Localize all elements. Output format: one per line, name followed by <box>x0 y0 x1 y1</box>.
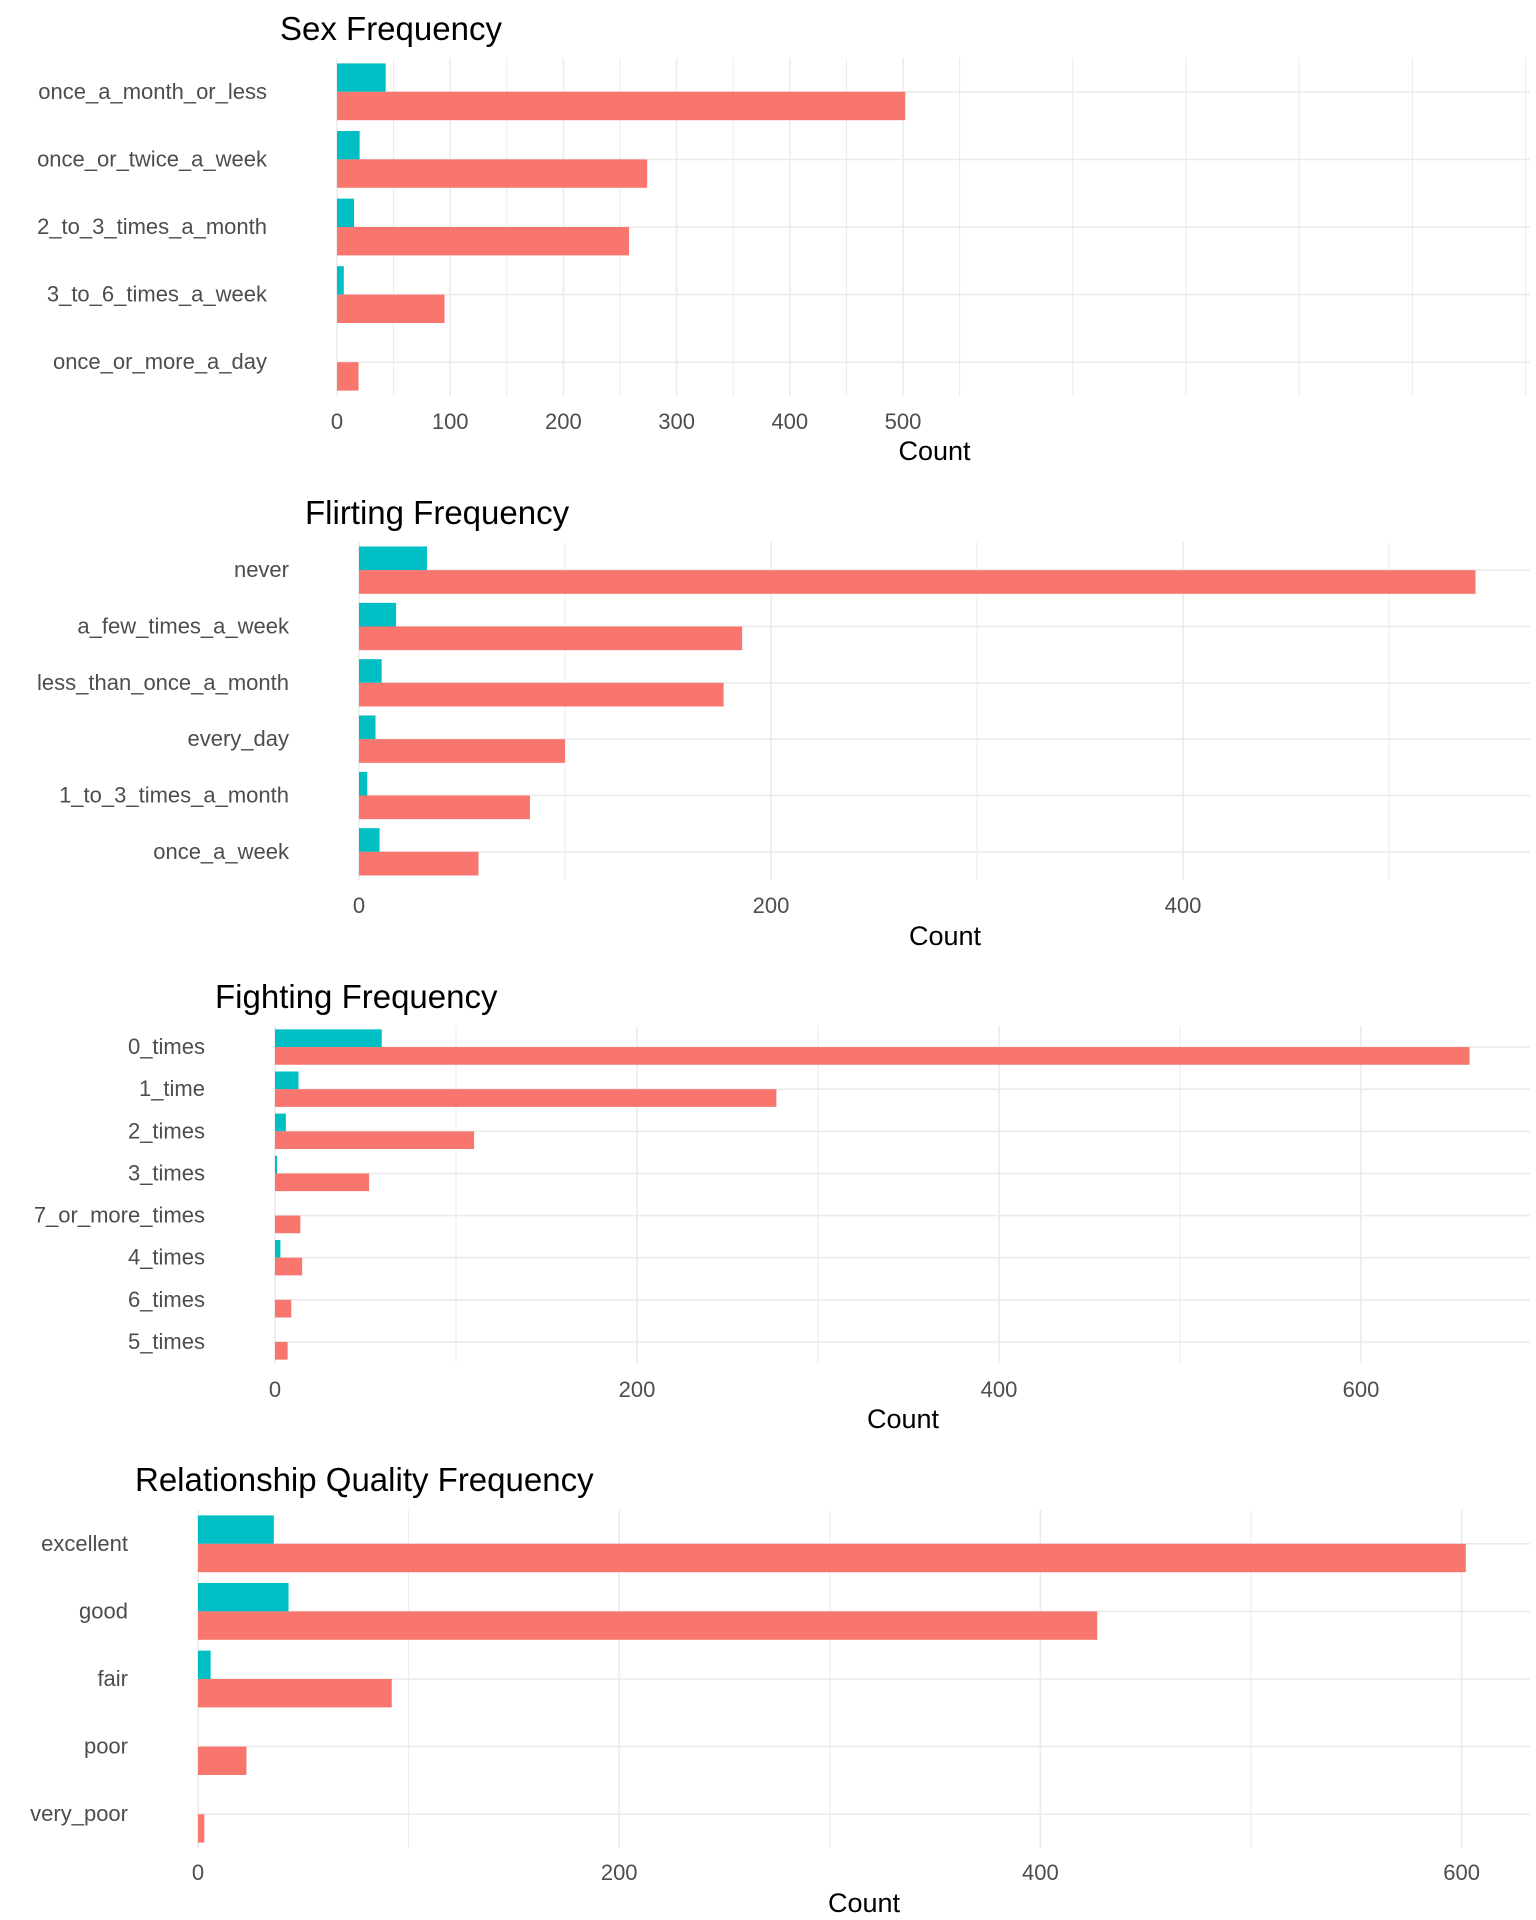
x-tick-label: 200 <box>619 1377 656 1402</box>
x-tick-label: 100 <box>432 409 469 434</box>
bar-series-b <box>337 266 344 295</box>
chart-panel-1: once_a_month_or_less once_or_twice_a_week… <box>37 10 1530 466</box>
x-tick-label: 600 <box>1443 1860 1480 1885</box>
chart-title: Sex Frequency <box>280 10 502 47</box>
x-tick-label: 400 <box>771 409 808 434</box>
chart-panel-2: never a_few_times_a_week less_than_once_a_… <box>37 494 1530 951</box>
bar-series-a <box>198 1611 1098 1640</box>
bar-series-b <box>198 1515 274 1544</box>
bar-series-a <box>275 1299 292 1318</box>
bar-series-a <box>275 1089 777 1107</box>
bar-series-b <box>337 198 354 227</box>
bar-series-b <box>359 828 380 852</box>
bar-series-b <box>198 1583 289 1612</box>
bar-series-b <box>275 1239 281 1258</box>
bar-series-a <box>359 795 530 820</box>
x-tick-label: 0 <box>192 1860 204 1885</box>
bar-series-a <box>275 1341 288 1360</box>
x-tick-label: 600 <box>1343 1377 1380 1402</box>
bar-series-b <box>337 131 360 160</box>
bar-series-a <box>337 227 630 256</box>
bar-series-b <box>359 659 382 683</box>
category-label: good <box>79 1598 128 1623</box>
bar-series-a <box>359 682 724 707</box>
chart-panel-3: 0_times 1_time 2_times 3_times 7_or_more_tim… <box>34 978 1530 1434</box>
category-label: 3_to_6_times_a_week <box>47 282 268 307</box>
bar-series-a <box>275 1215 301 1234</box>
bar-series-a <box>198 1814 205 1843</box>
bar-series-a <box>359 851 479 876</box>
category-label: poor <box>84 1734 128 1759</box>
category-label: 4_times <box>128 1245 205 1270</box>
category-label: less_than_once_a_month <box>37 670 289 695</box>
bar-series-a <box>198 1679 392 1708</box>
category-label: 0_times <box>128 1034 205 1059</box>
chart-title: Relationship Quality Frequency <box>135 1461 594 1498</box>
bar-series-a <box>337 362 359 391</box>
bar-series-b <box>198 1650 211 1679</box>
x-tick-label: 200 <box>601 1860 638 1885</box>
category-label: 7_or_more_times <box>34 1203 205 1228</box>
bar-series-a <box>198 1543 1466 1573</box>
x-tick-label: 0 <box>269 1377 281 1402</box>
bar-series-b <box>359 602 397 627</box>
bar-series-a <box>359 570 1476 594</box>
category-label: once_or_twice_a_week <box>37 146 268 171</box>
bar-series-a <box>275 1257 303 1276</box>
bar-series-a <box>275 1131 475 1150</box>
bar-series-a <box>359 626 743 651</box>
bar-series-a <box>198 1746 247 1775</box>
category-label: 1_time <box>139 1076 205 1101</box>
bar-series-b <box>275 1071 299 1090</box>
x-tick-label: 500 <box>885 409 922 434</box>
bar-series-b <box>275 1029 382 1048</box>
bar-series-b <box>359 546 427 571</box>
x-axis-label: Count <box>898 436 971 466</box>
x-axis-label: Count <box>828 1888 901 1918</box>
category-label: excellent <box>41 1531 128 1556</box>
category-label: once_a_week <box>153 839 290 864</box>
bar-series-b <box>275 1113 286 1132</box>
bar-series-b <box>359 771 368 796</box>
x-tick-label: 400 <box>981 1377 1018 1402</box>
bar-series-a <box>275 1173 370 1192</box>
category-label: 1_to_3_times_a_month <box>59 783 289 808</box>
category-label: never <box>234 557 289 582</box>
bar-series-a <box>337 91 906 121</box>
x-tick-label: 0 <box>331 409 343 434</box>
category-label: fair <box>97 1666 128 1691</box>
x-axis-label: Count <box>867 1404 940 1434</box>
category-label: once_a_month_or_less <box>38 79 267 104</box>
bar-series-a <box>359 739 565 763</box>
x-tick-label: 300 <box>658 409 695 434</box>
category-label: once_or_more_a_day <box>53 349 267 374</box>
x-tick-label: 200 <box>753 893 790 918</box>
bar-series-a <box>275 1047 1470 1065</box>
category-label: very_poor <box>30 1801 128 1826</box>
bar-series-b <box>275 1155 277 1174</box>
category-label: a_few_times_a_week <box>77 614 290 639</box>
chart-title: Fighting Frequency <box>215 978 498 1015</box>
x-tick-label: 400 <box>1165 893 1202 918</box>
x-tick-label: 200 <box>545 409 582 434</box>
chart-panel-4: excellent good fair poor very_poor 0 200 400 600… <box>30 1461 1530 1918</box>
category-label: 2_to_3_times_a_month <box>37 214 267 239</box>
bar-series-b <box>337 63 386 92</box>
chart-title: Flirting Frequency <box>305 494 570 531</box>
bar-series-a <box>337 294 445 323</box>
category-label: every_day <box>187 726 289 751</box>
category-label: 6_times <box>128 1287 205 1312</box>
x-tick-label: 400 <box>1022 1860 1059 1885</box>
category-label: 2_times <box>128 1118 205 1143</box>
category-label: 3_times <box>128 1160 205 1185</box>
category-label: 5_times <box>128 1329 205 1354</box>
bar-series-b <box>359 715 376 740</box>
x-axis-label: Count <box>909 921 982 951</box>
bar-series-a <box>337 159 648 188</box>
x-tick-label: 0 <box>353 893 365 918</box>
